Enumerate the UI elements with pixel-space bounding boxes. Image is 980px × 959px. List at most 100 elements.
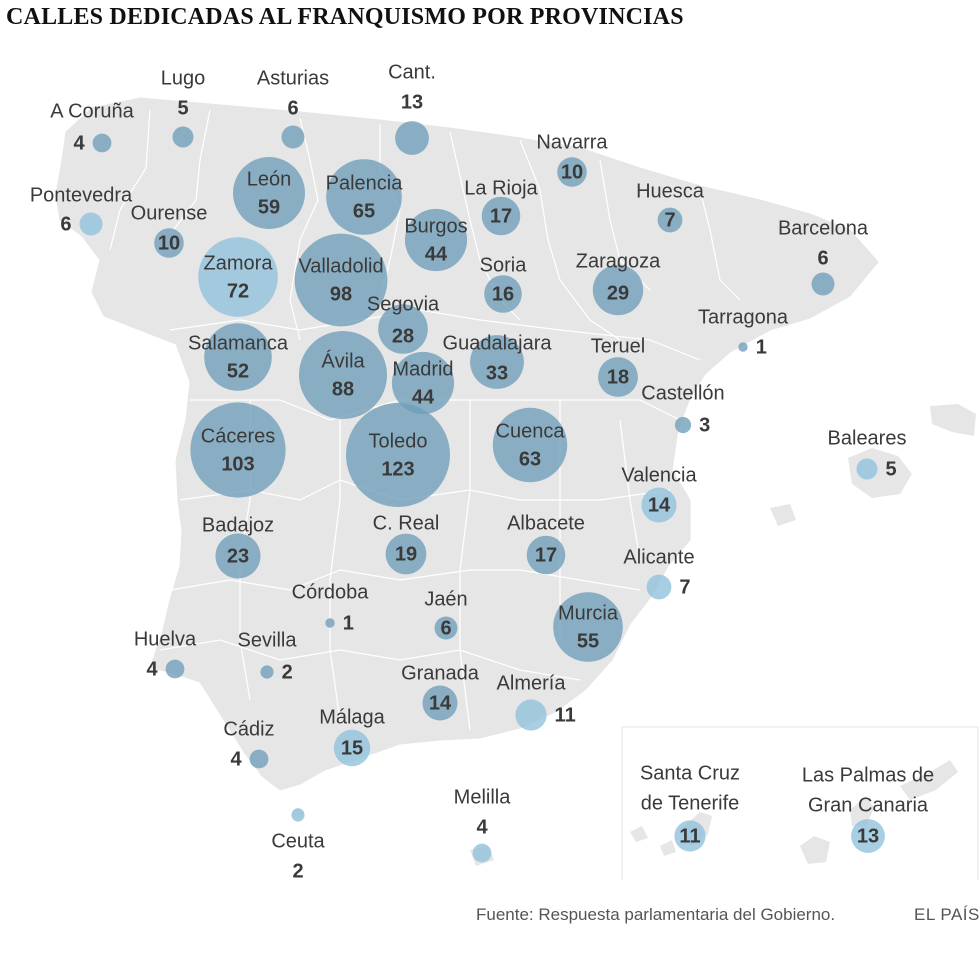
label-name-sc-tenerife-line-2: de Tenerife	[641, 792, 740, 814]
bubble-palencia	[326, 159, 402, 235]
label-name-huelva: Huelva	[134, 628, 197, 650]
label-name-malaga: Málaga	[319, 706, 385, 728]
bubble-sevilla	[260, 665, 274, 679]
label-value-ceuta: 2	[292, 860, 303, 882]
bubble-guadalajara	[470, 335, 524, 389]
label-name-segovia: Segovia	[367, 293, 440, 315]
label-value-zamora: 72	[227, 280, 249, 302]
bubble-badajoz	[215, 533, 261, 579]
bubble-lugo	[172, 126, 194, 148]
label-name-cadiz: Cádiz	[223, 718, 274, 740]
label-layer: A Coruña4Lugo5Asturias6Cant.13Navarra10P…	[30, 61, 934, 882]
bubble-cadiz	[249, 749, 269, 769]
bubble-salamanca	[204, 323, 272, 391]
label-name-albacete: Albacete	[507, 512, 585, 534]
label-name-granada: Granada	[401, 662, 480, 684]
label-value-sc-tenerife: 11	[679, 825, 700, 847]
bubble-madrid	[391, 351, 455, 415]
label-value-segovia: 28	[392, 325, 414, 347]
bubble-leon	[233, 157, 305, 229]
label-value-pontevedra: 6	[60, 213, 71, 235]
label-name-castellon: Castellón	[641, 382, 724, 404]
bubble-layer	[79, 121, 885, 863]
bubble-granada	[422, 685, 458, 721]
label-value-ciudad-real: 19	[395, 543, 417, 565]
label-name-las-palmas-line-2: Gran Canaria	[808, 794, 929, 816]
label-name-lugo: Lugo	[161, 67, 206, 89]
label-name-palencia: Palencia	[326, 172, 404, 194]
label-value-ourense: 10	[158, 232, 180, 254]
bubble-cantabria	[395, 121, 429, 155]
bubble-alicante	[646, 574, 672, 600]
label-value-jaen: 6	[440, 617, 451, 639]
label-value-albacete: 17	[535, 544, 557, 566]
label-value-cadiz: 4	[230, 748, 242, 770]
label-value-almeria: 11	[555, 704, 576, 726]
label-name-baleares: Baleares	[828, 427, 907, 449]
label-value-leon: 59	[258, 196, 280, 218]
label-value-la-rioja: 17	[490, 205, 512, 227]
label-name-cantabria: Cant.	[388, 61, 436, 83]
label-name-ciudad-real: C. Real	[373, 512, 440, 534]
label-value-castellon: 3	[699, 414, 710, 436]
label-name-madrid: Madrid	[392, 358, 453, 380]
label-value-badajoz: 23	[227, 545, 249, 567]
label-value-tarragona: 1	[756, 336, 767, 358]
label-name-las-palmas-line-1: Las Palmas de	[802, 764, 934, 786]
bubble-zamora	[198, 237, 278, 317]
label-name-burgos: Burgos	[404, 215, 467, 237]
label-name-toledo: Toledo	[369, 430, 428, 452]
label-value-soria: 16	[492, 283, 514, 305]
label-name-avila: Ávila	[321, 349, 365, 372]
label-value-madrid: 44	[412, 386, 435, 408]
label-name-zamora: Zamora	[204, 252, 274, 274]
label-value-huelva: 4	[146, 658, 158, 680]
label-name-leon: León	[247, 168, 292, 190]
bubble-avila	[299, 331, 387, 419]
bubble-soria	[484, 275, 522, 313]
label-value-burgos: 44	[425, 243, 448, 265]
bubble-murcia	[553, 592, 623, 662]
bubble-toledo	[346, 403, 450, 507]
bubble-zaragoza	[592, 264, 644, 316]
bubble-castellon	[674, 416, 692, 434]
canary-inset-frame	[622, 726, 979, 880]
label-name-asturias: Asturias	[257, 67, 329, 89]
label-value-caceres: 103	[221, 453, 254, 475]
bubble-baleares	[856, 458, 878, 480]
label-value-zaragoza: 29	[607, 282, 629, 304]
label-value-salamanca: 52	[227, 360, 249, 382]
label-value-murcia: 55	[577, 630, 599, 652]
bubble-malaga	[333, 729, 371, 767]
label-name-la-rioja: La Rioja	[464, 177, 538, 199]
label-value-valladolid: 98	[330, 283, 352, 305]
label-value-granada: 14	[429, 692, 452, 714]
label-value-guadalajara: 33	[486, 362, 508, 384]
label-name-ceuta: Ceuta	[271, 830, 325, 852]
label-value-cantabria: 13	[401, 91, 423, 113]
bubble-pontevedra	[79, 212, 103, 236]
bubble-ceuta	[291, 808, 305, 822]
label-value-a-coruna: 4	[73, 132, 85, 154]
bubble-tarragona	[738, 342, 748, 352]
label-value-navarra: 10	[561, 161, 583, 183]
bubble-jaen	[434, 616, 458, 640]
label-name-valladolid: Valladolid	[298, 255, 383, 277]
bubble-cordoba	[325, 618, 335, 628]
bubble-albacete	[526, 535, 566, 575]
label-value-teruel: 18	[607, 366, 629, 388]
bubble-sc-tenerife	[674, 820, 706, 852]
label-name-cuenca: Cuenca	[496, 420, 566, 442]
bubble-a-coruna	[92, 133, 112, 153]
bubble-teruel	[598, 357, 638, 397]
label-name-salamanca: Salamanca	[188, 332, 289, 354]
label-name-sevilla: Sevilla	[238, 629, 298, 651]
bubble-barcelona	[811, 272, 835, 296]
label-name-barcelona: Barcelona	[778, 217, 869, 239]
label-value-huesca: 7	[664, 209, 675, 231]
label-value-sevilla: 2	[282, 661, 293, 683]
label-name-soria: Soria	[480, 254, 528, 276]
label-name-zaragoza: Zaragoza	[576, 250, 661, 272]
label-value-avila: 88	[332, 378, 354, 400]
label-value-lugo: 5	[177, 97, 188, 119]
